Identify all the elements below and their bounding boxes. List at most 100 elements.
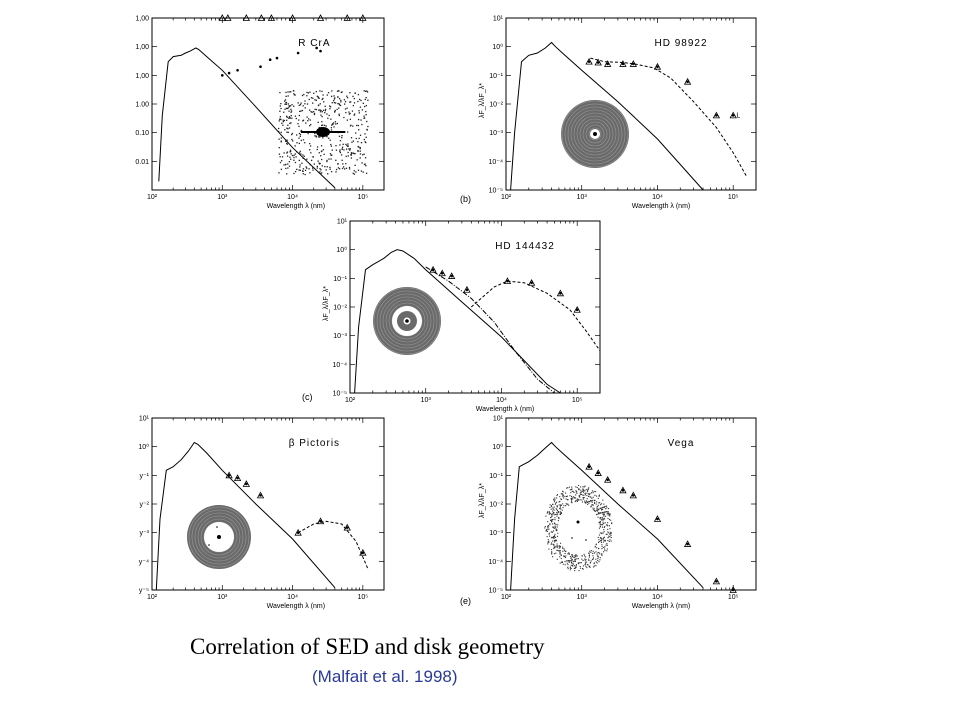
observation-point <box>296 531 300 534</box>
y-tick-label: y⁻⁴ <box>139 559 149 566</box>
ir-flux-triangle <box>585 57 593 65</box>
x-tick-label: 10⁵ <box>728 194 739 201</box>
ir-flux-triangle <box>594 58 602 66</box>
ir-flux-triangle <box>603 60 612 67</box>
ir-flux-triangle <box>343 14 351 21</box>
x-tick-label: 10⁴ <box>287 594 298 601</box>
ir-flux-triangle <box>242 480 251 487</box>
x-tick-label: 10³ <box>217 594 228 601</box>
observation-point <box>587 465 591 469</box>
panel-label: (c) <box>302 392 313 402</box>
y-tick-label: y⁻⁵ <box>139 588 149 595</box>
observation-point <box>715 114 718 117</box>
star-name-label: R CrA <box>298 38 330 49</box>
disk-image <box>373 287 441 355</box>
ir-flux-triangle <box>359 548 367 556</box>
x-axis-label: Wavelength λ (nm) <box>632 203 690 210</box>
ir-flux-triangle <box>712 111 721 119</box>
observation-point <box>686 542 689 546</box>
observation-point <box>361 551 365 555</box>
observation-point <box>606 62 609 66</box>
y-tick-label: 10⁻³ <box>489 530 503 537</box>
observation-point <box>259 65 262 69</box>
photosphere-model-line <box>155 441 336 591</box>
observation-point <box>227 71 231 75</box>
photosphere-model-line <box>158 47 336 189</box>
observation-point <box>596 471 600 475</box>
x-axis-label: Wavelength λ (nm) <box>476 406 534 413</box>
ir-flux-triangle <box>359 14 367 21</box>
sed-chart-svg: 10² 10³ 10⁴ 10⁵ 10¹ 10⁰ y⁻¹ y⁻² y⁻³ y⁻⁴ y⁻⁵ Wavelen… <box>138 416 385 610</box>
sed-panel-hd98922: 10² 10³ 10⁴ 10⁵ 10¹ 10⁰ 10⁻¹ 10⁻² 10⁻³ 10⁻⁴ 10⁻⁵ Wa… <box>460 12 760 210</box>
panel-label: (e) <box>460 596 471 606</box>
sed-panel-vega: 10² 10³ 10⁴ 10⁵ 10¹ 10⁰ 10⁻¹ 10⁻² 10⁻³ 10⁻⁴ 10⁻⁵ Wa… <box>460 412 760 617</box>
observation-point <box>345 526 349 529</box>
observation-point <box>220 74 224 77</box>
ir-flux-triangle <box>447 272 456 279</box>
ir-flux-triangle <box>267 14 276 21</box>
y-tick-label: 10⁻⁴ <box>489 159 504 166</box>
ir-flux-triangle <box>463 285 471 293</box>
x-tick-label: 10⁵ <box>728 594 739 601</box>
x-tick-label: 10³ <box>421 397 432 404</box>
observation-point <box>245 482 248 486</box>
y-tick-label: 10⁻³ <box>333 333 347 340</box>
y-tick-label: 10⁻⁵ <box>489 588 503 595</box>
observation-point <box>465 288 469 292</box>
plot-frame <box>505 17 757 191</box>
cold-dust-line <box>470 280 601 351</box>
x-tick-label: 10⁵ <box>572 397 583 404</box>
ir-flux-triangle <box>729 111 737 119</box>
observation-point <box>236 68 239 72</box>
observation-point <box>431 268 435 272</box>
y-tick-label: 10⁰ <box>138 443 149 451</box>
y-tick-label: y⁻¹ <box>139 473 149 480</box>
observation-point <box>559 292 562 295</box>
y-tick-label: 1,00 <box>135 73 149 80</box>
y-tick-label: 10¹ <box>493 16 504 23</box>
observation-point <box>319 49 322 53</box>
x-tick-label: 10⁴ <box>652 194 663 201</box>
y-tick-label: y⁻³ <box>139 530 149 537</box>
x-axis-label: Wavelength λ (nm) <box>267 603 325 610</box>
sed-chart-svg: 10² 10³ 10⁴ 10⁵ 1,00 1,00 1,00 1.00 0.10 0.01 Wave… <box>135 14 385 210</box>
figure-citation: (Malfait et al. 1998) <box>312 667 458 686</box>
observation-point <box>587 60 591 63</box>
ir-flux-triangle <box>257 14 266 21</box>
observation-point <box>319 519 322 523</box>
y-tick-label: 10¹ <box>493 416 504 423</box>
y-tick-label: 1.00 <box>135 102 149 109</box>
ir-flux-triangle <box>224 14 232 21</box>
ir-flux-triangle <box>503 277 512 285</box>
observation-point <box>315 46 318 50</box>
observation-point <box>731 114 735 117</box>
star-name-label: Vega <box>668 438 695 449</box>
sed-chart-svg: 10² 10³ 10⁴ 10⁵ 10¹ 10⁰ 10⁻¹ 10⁻² 10⁻³ 10⁻⁴ 10⁻⁵ Wa… <box>460 16 757 210</box>
star-name-label: HD 98922 <box>654 38 707 49</box>
x-axis-label: Wavelength λ (nm) <box>267 203 325 210</box>
ir-flux-triangle <box>712 577 721 585</box>
upper-limit-marker: L <box>736 112 740 119</box>
observation-point <box>236 476 239 480</box>
y-axis-label: λF_λ/λF_λ* <box>479 483 486 518</box>
y-tick-label: 0.01 <box>135 159 149 166</box>
y-tick-label: 10⁻⁴ <box>333 362 348 369</box>
observation-point <box>268 58 272 62</box>
observation-point <box>575 308 579 312</box>
ir-flux-triangle <box>429 265 437 273</box>
y-tick-label: 10⁰ <box>336 246 347 254</box>
x-axis-label: Wavelength λ (nm) <box>632 603 690 610</box>
y-tick-label: 10⁻⁴ <box>489 559 504 566</box>
observation-point <box>686 80 689 83</box>
dust-excess-line <box>297 520 369 571</box>
y-tick-label: 10⁻² <box>333 305 347 312</box>
y-tick-label: 1,00 <box>135 16 149 23</box>
ir-flux-triangle <box>225 471 233 479</box>
ir-flux-triangle <box>683 540 692 547</box>
observation-point <box>621 489 625 492</box>
dust-excess-line <box>590 57 747 177</box>
plot-frame <box>151 417 385 591</box>
ir-flux-triangle <box>573 305 581 313</box>
y-tick-label: 10⁻⁵ <box>333 391 347 398</box>
disk-image <box>187 505 251 569</box>
